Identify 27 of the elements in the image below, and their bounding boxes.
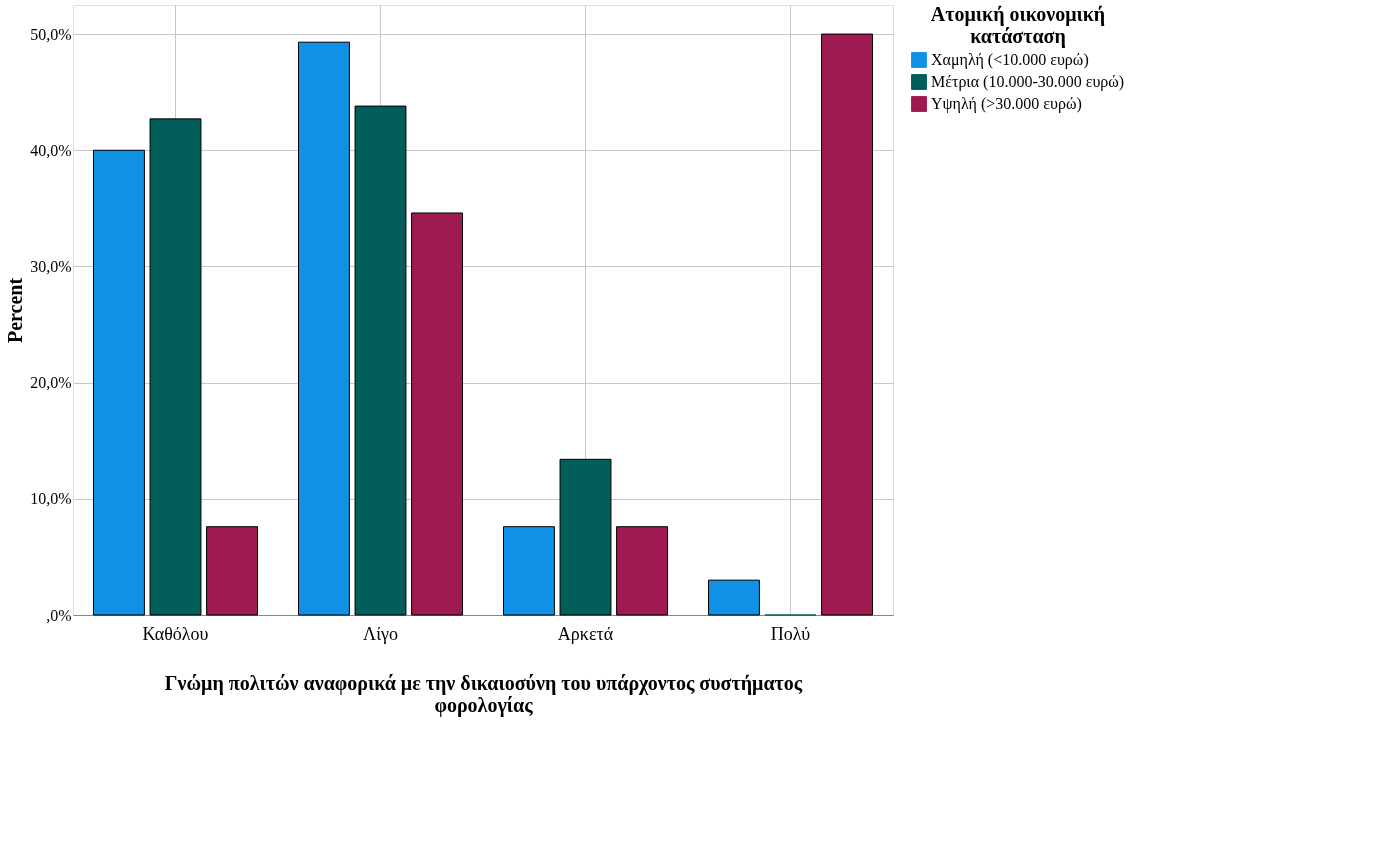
- bar: [821, 33, 873, 616]
- x-tick-label: Λίγο: [363, 623, 398, 644]
- bar: [708, 579, 760, 616]
- bar: [616, 526, 668, 616]
- legend-title: Ατομική οικονομική κατάσταση: [930, 3, 1106, 48]
- y-tick-label: 30,0%: [30, 257, 72, 275]
- y-tick-label: 10,0%: [30, 490, 72, 508]
- x-axis-title: Γνώμη πολιτών αναφορικά με την δικαιοσύνη του υπάρχοντος συστήματος φορολογίας: [164, 671, 803, 717]
- y-tick-label: ,0%: [46, 606, 72, 624]
- bar: [93, 149, 145, 616]
- x-tick-label: Καθόλου: [142, 623, 209, 644]
- y-tick-label: 40,0%: [30, 141, 72, 159]
- bar: [149, 118, 202, 616]
- y-tick-label: 20,0%: [30, 374, 72, 392]
- bar: [298, 41, 350, 616]
- legend-label: Μέτρια (10.000-30.000 ευρώ): [931, 73, 1125, 91]
- bar: [206, 526, 258, 616]
- bar: [503, 526, 555, 616]
- y-axis-title: Percent: [4, 277, 27, 344]
- legend-label: Υψηλή (>30.000 ευρώ): [931, 95, 1082, 113]
- bar: [411, 212, 463, 616]
- x-tick-label: Πολύ: [770, 623, 811, 644]
- y-tick-label: 50,0%: [30, 25, 72, 43]
- bar: [559, 458, 612, 616]
- bar: [354, 105, 407, 616]
- legend-label: Χαμηλή (<10.000 ευρώ): [931, 51, 1089, 69]
- x-tick-label: Αρκετά: [557, 623, 614, 644]
